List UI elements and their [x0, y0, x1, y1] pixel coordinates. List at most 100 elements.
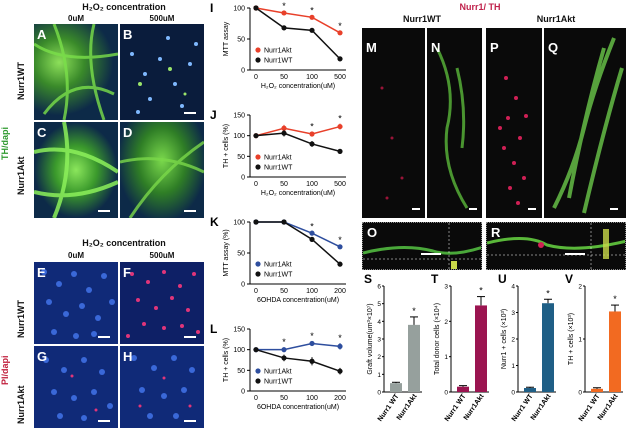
orthogonal-view-R [487, 223, 625, 269]
data-point-L [281, 347, 287, 353]
legend-marker-J [255, 154, 261, 160]
series-line-I [255, 7, 341, 34]
scale-bar-E [98, 336, 110, 338]
y-tick-label-L: 0 [241, 389, 245, 396]
x-axis-label-L: 6OHDA concentration(uM) [257, 404, 339, 411]
series-line-K [256, 221, 341, 265]
micrograph-R: R [486, 222, 626, 270]
data-point-L [309, 358, 315, 364]
panel-label-N: N [431, 40, 441, 55]
significance-star-L: * [310, 331, 314, 341]
y-tick-label-J: 100 [233, 133, 245, 140]
scale-bar-B [184, 112, 196, 114]
panel-label-V: V [565, 272, 573, 286]
y-tick-label-V: 0 [578, 390, 582, 397]
panel-label-R: R [491, 225, 501, 240]
legend-label-K: Nurr1WT [264, 272, 293, 279]
x-axis-label-K: 6OHDA concentration(uM) [257, 297, 339, 304]
y-tick-label-L: 100 [233, 347, 245, 354]
orthogonal-view-O [363, 223, 481, 269]
y-tick-label-T: 1 [444, 354, 448, 361]
scale-bar-H [184, 420, 196, 422]
legend-marker-J [255, 164, 261, 170]
micrograph-G: G [34, 346, 118, 428]
data-point-I [309, 27, 315, 33]
micrograph-A: A [34, 24, 118, 120]
legend-label-I: Nurr1Akt [264, 48, 292, 55]
y-tick-label-U: 0 [511, 390, 515, 397]
data-point-K [309, 236, 315, 242]
data-point-L [337, 343, 343, 349]
panel-label-E: E [37, 265, 46, 280]
micrograph-N: N [427, 28, 482, 218]
legend-marker-I [255, 47, 261, 53]
x-axis-label-J: H₂O₂ concentration(uM) [261, 190, 335, 197]
line-chart-J: J 0 50 100 150 0 50 100 500 H₂O₂ concentration(uM… [210, 108, 346, 197]
significance-star-L: * [338, 333, 342, 343]
panel-label-D: D [123, 125, 133, 140]
micrograph-B: B [120, 24, 204, 120]
panel-label-K: K [210, 215, 219, 229]
panel-label-O: O [367, 225, 378, 240]
panel-label-H: H [123, 349, 133, 364]
data-point-I [309, 14, 315, 20]
data-point-J [253, 133, 259, 139]
significance-star-J: * [310, 122, 314, 132]
line-chart-L: L 0 50 100 150 0 50 100 200 6OHDA concentration(u… [210, 322, 346, 411]
legend-label-L: Nurr1Akt [264, 369, 292, 376]
bar-S [408, 324, 420, 392]
panel-label-F: F [123, 265, 131, 280]
y-axis-label-L: TH + cells (%) [223, 338, 230, 382]
panel-label-G: G [37, 349, 48, 364]
x-tick-label-J: 0 [254, 181, 258, 188]
line-chart-K: K 0 50 100 0 50 100 200 6OHDA concentration(uM) M… [210, 215, 346, 304]
data-point-J [281, 125, 287, 131]
micrograph-P: P [486, 28, 542, 218]
legend-marker-L [255, 378, 261, 384]
significance-star-K: * [310, 221, 314, 231]
scale-bar-G [98, 420, 110, 422]
row-label-akt-top: Nurr1Akt [16, 156, 26, 195]
stain-pi-dapi-label: PI/dapi [0, 355, 10, 385]
data-point-L [337, 368, 343, 374]
x-tick-label-J: 100 [306, 181, 318, 188]
scale-bar-D [184, 210, 196, 212]
panel-label-A: A [37, 27, 47, 42]
bar-S [390, 383, 402, 392]
series-line-L [256, 342, 341, 351]
bar-T [457, 386, 469, 392]
y-tick-label-U: 3 [511, 310, 515, 317]
conc-0-top: 0uM [68, 14, 84, 23]
y-axis-label-U: Nurr1 + cells (×10³) [501, 309, 508, 369]
scale-bar-P [528, 208, 536, 210]
panel-label-S: S [364, 272, 372, 286]
scale-bar-F [184, 336, 196, 338]
data-point-K [309, 230, 315, 236]
data-point-K [337, 261, 343, 267]
significance-star-K: * [338, 235, 342, 245]
y-tick-label-L: 150 [233, 327, 245, 334]
panel-label-J: J [210, 108, 217, 122]
y-tick-label-S: 5 [377, 301, 381, 308]
header-h2o2-top: H₂O₂ concentration [82, 2, 166, 12]
series-line-J [255, 125, 341, 137]
micrograph-O: O [362, 222, 482, 270]
x-tick-label-I: 500 [334, 74, 346, 81]
micrograph-M: M [362, 28, 425, 218]
y-tick-label-I: 50 [237, 37, 245, 44]
panel-label-M: M [366, 40, 377, 55]
scale-bar-R [565, 253, 585, 255]
micrograph-C: C [34, 122, 118, 218]
panel-label-L: L [210, 322, 217, 336]
x-tick-label-K: 0 [254, 288, 258, 295]
data-point-I [253, 5, 259, 11]
y-tick-label-J: 50 [237, 154, 245, 161]
x-tick-label-L: 50 [280, 395, 288, 402]
conc-0-bottom: 0uM [68, 251, 84, 260]
row-label-wt-bottom: Nurr1WT [16, 300, 26, 338]
y-tick-label-S: 1 [377, 372, 381, 379]
header-nurr1-wt: Nurr1WT [403, 14, 441, 24]
panel-label-U: U [498, 272, 507, 286]
micrograph-H: H [120, 346, 204, 428]
